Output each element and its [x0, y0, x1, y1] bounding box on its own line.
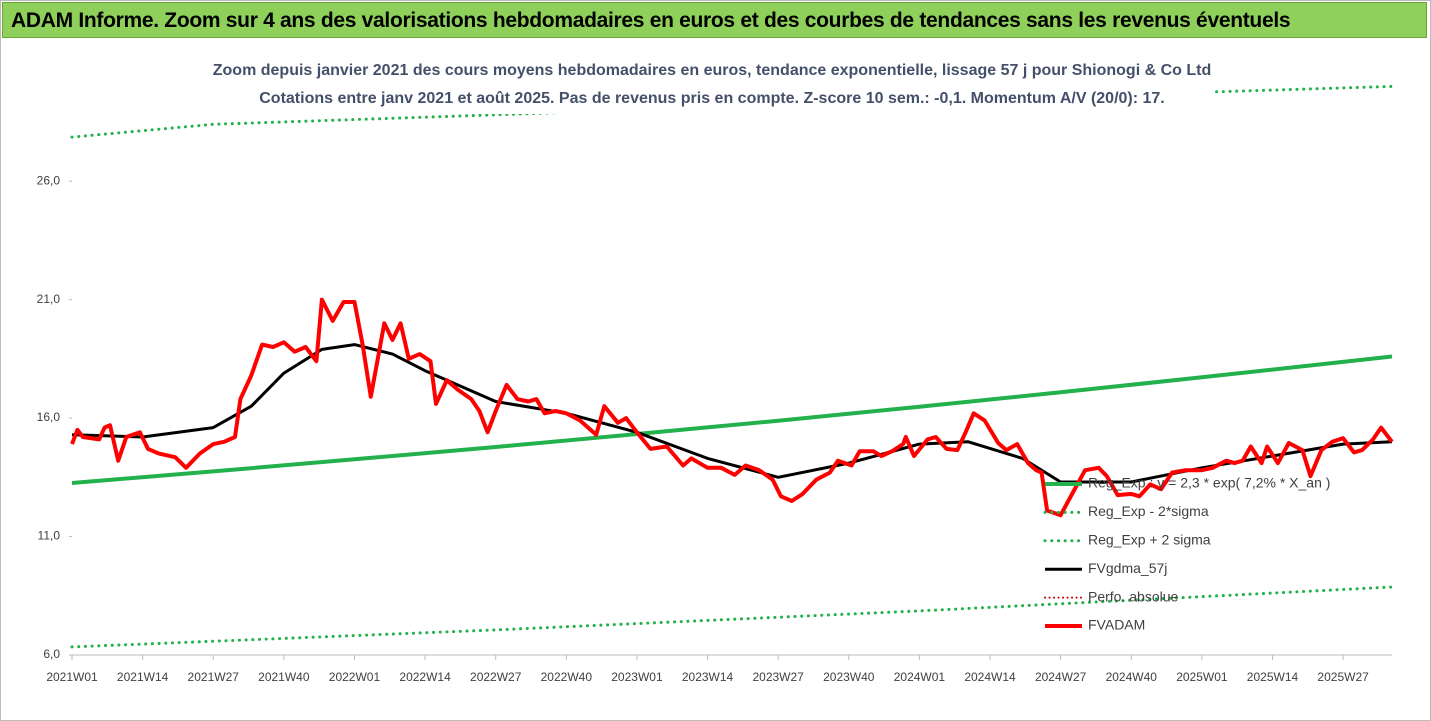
- legend-label: Perfo. absolue: [1088, 588, 1178, 604]
- x-tick-label: 2021W27: [188, 670, 240, 684]
- plot: 6,0 11,0 16,0 21,0 26,0 2021W01 2021W14 2021W27…: [37, 84, 1394, 684]
- y-tick-label: 16,0: [37, 410, 61, 424]
- y-tick-label: 11,0: [38, 529, 61, 543]
- x-tick-label: 2024W01: [894, 670, 946, 684]
- x-tick-label: 2024W14: [964, 670, 1016, 684]
- x-tick-label: 2023W40: [823, 670, 875, 684]
- x-tick-label: 2024W27: [1035, 670, 1087, 684]
- x-tick-label: 2022W40: [541, 670, 593, 684]
- x-tick-label: 2025W27: [1317, 670, 1369, 684]
- page-title: ADAM Informe. Zoom sur 4 ans des valoris…: [11, 9, 1291, 32]
- subtitle: Cotations entre janv 2021 et août 2025. …: [259, 90, 1165, 107]
- x-tick-label: 2025W01: [1176, 670, 1228, 684]
- x-tick-label: 2022W27: [470, 670, 522, 684]
- x-tick-label: 2021W40: [258, 670, 310, 684]
- x-tick-label: 2025W14: [1247, 670, 1299, 684]
- series-line: [70, 585, 1394, 649]
- y-tick-label: 26,0: [37, 173, 61, 187]
- y-tick-label: 6,0: [43, 647, 60, 661]
- subtitle: Zoom depuis janvier 2021 des cours moyen…: [213, 62, 1211, 79]
- x-tick-label: 2022W14: [399, 670, 451, 684]
- legend-label: Reg_Exp : y = 2,3 * exp( 7,2% * X_an ): [1088, 475, 1330, 491]
- legend-label: FVgdma_57j: [1088, 560, 1167, 576]
- x-tick-label: 2023W01: [611, 670, 663, 684]
- legend-label: Reg_Exp + 2 sigma: [1088, 532, 1211, 548]
- legend-label: Reg_Exp - 2*sigma: [1088, 503, 1209, 519]
- x-tick-label: 2021W01: [46, 670, 98, 684]
- y-tick-label: 21,0: [37, 292, 61, 306]
- x-tick-label: 2024W40: [1106, 670, 1158, 684]
- series-line: [70, 297, 1394, 518]
- series-line: [71, 343, 1393, 484]
- series-line: [71, 354, 1393, 485]
- header: ADAM Informe. Zoom sur 4 ans des valoris…: [2, 2, 1427, 38]
- x-tick-label: 2021W14: [117, 670, 169, 684]
- subtitle-box: [205, 56, 1215, 114]
- x-tick-label: 2023W14: [682, 670, 734, 684]
- x-tick-label: 2023W27: [752, 670, 804, 684]
- legend-label: FVADAM: [1088, 617, 1145, 633]
- x-tick-label: 2022W01: [329, 670, 381, 684]
